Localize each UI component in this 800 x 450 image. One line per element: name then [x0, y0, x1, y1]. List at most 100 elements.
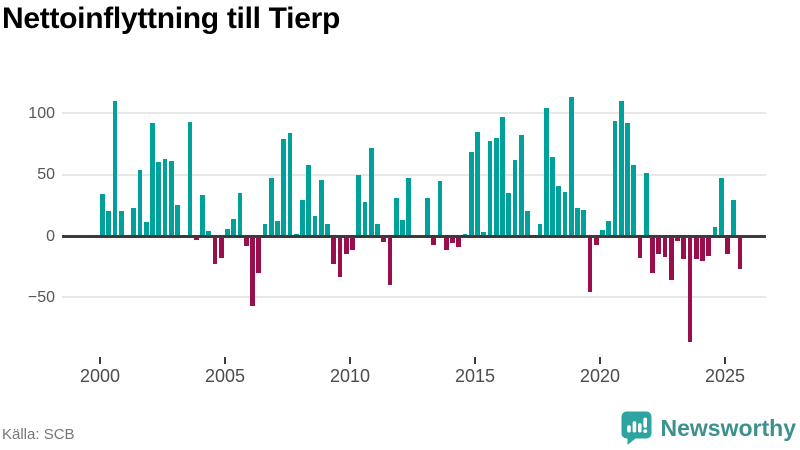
- bar-q57: [456, 236, 462, 248]
- bar-q87: [643, 173, 649, 236]
- bar-q76: [575, 207, 580, 236]
- bar-q61: [481, 232, 487, 236]
- bar-q35: [318, 179, 324, 236]
- bar-q95: [693, 236, 699, 260]
- bar-q25: [256, 236, 262, 273]
- bar-q24: [250, 236, 255, 306]
- bar-q17: [206, 231, 212, 236]
- bar-q86: [637, 236, 643, 259]
- bar-q54: [437, 180, 443, 236]
- bar-q38: [337, 236, 343, 277]
- bar-q16: [200, 195, 205, 236]
- bar-q7: [143, 222, 149, 236]
- bar-q92: [675, 236, 680, 241]
- bar-q53: [431, 236, 437, 245]
- y-axis-label--50: −50: [27, 288, 55, 306]
- bar-q18: [212, 236, 218, 265]
- x-axis-label-2005: 2005: [204, 366, 246, 386]
- bar-q40: [350, 236, 355, 250]
- bar-q30: [287, 132, 293, 236]
- bar-q90: [662, 236, 668, 257]
- bar-q75: [568, 97, 574, 236]
- bar-q62: [487, 141, 493, 236]
- bar-q65: [506, 193, 512, 236]
- x-axis-label-2020: 2020: [579, 366, 621, 386]
- bar-q33: [306, 164, 312, 236]
- bar-q5: [131, 207, 137, 236]
- y-axis-label-50: 50: [37, 166, 55, 184]
- bar-q22: [237, 193, 243, 236]
- bar-q41: [356, 174, 362, 236]
- bar-q21: [231, 218, 237, 236]
- bar-q59: [468, 152, 474, 236]
- bar-q34: [312, 216, 318, 236]
- y-axis-label-100: 100: [28, 104, 55, 122]
- bar-q67: [518, 135, 524, 236]
- bar-q14: [187, 121, 193, 236]
- bar-q72: [550, 157, 555, 236]
- x-tick-2010: [349, 357, 351, 364]
- gridline-y100: [62, 112, 766, 115]
- x-tick-2005: [224, 357, 226, 364]
- bar-q45: [381, 236, 387, 243]
- bar-q43: [368, 147, 374, 236]
- x-axis-label-2025: 2025: [704, 366, 746, 386]
- bar-q39: [343, 236, 349, 255]
- bar-q1: [106, 211, 112, 236]
- brand-logo: Newsworthy: [620, 409, 796, 447]
- bar-q64: [500, 116, 505, 236]
- bar-q48: [400, 220, 405, 236]
- bar-q84: [625, 123, 630, 236]
- bar-q71: [543, 108, 549, 236]
- bar-q32: [300, 200, 305, 236]
- bar-q68: [525, 211, 530, 236]
- bar-q28: [275, 221, 280, 236]
- bar-q85: [631, 164, 637, 236]
- source-label: Källa: SCB: [2, 426, 75, 443]
- bar-q80: [600, 229, 605, 236]
- bar-q6: [137, 169, 143, 236]
- bar-q83: [618, 100, 624, 236]
- bar-q20: [225, 228, 230, 236]
- x-tick-2025: [724, 357, 726, 364]
- bar-q81: [606, 221, 612, 236]
- bar-q19: [218, 236, 224, 259]
- x-axis-label-2000: 2000: [79, 366, 121, 386]
- bar-q100: [725, 236, 730, 255]
- bar-q37: [331, 236, 337, 265]
- bar-q94: [687, 236, 693, 342]
- newsworthy-bubble-chart-icon: [621, 411, 652, 445]
- x-tick-2000: [99, 357, 101, 364]
- bar-q47: [393, 197, 399, 236]
- bar-q96: [700, 236, 705, 261]
- bar-q46: [387, 236, 393, 286]
- bar-q66: [512, 159, 518, 236]
- bar-q78: [587, 236, 593, 293]
- bar-q9: [156, 162, 162, 236]
- bar-q0: [100, 194, 105, 236]
- bar-q70: [537, 223, 543, 236]
- bar-q102: [737, 236, 743, 270]
- bar-q93: [681, 236, 687, 260]
- bar-q63: [493, 137, 499, 236]
- bar-q99: [718, 178, 724, 236]
- bar-q77: [581, 210, 587, 236]
- bar-q74: [562, 191, 568, 236]
- bar-q88: [650, 236, 655, 273]
- x-axis-zero-line: [62, 234, 766, 238]
- bar-q82: [612, 120, 618, 236]
- bar-q79: [593, 236, 599, 245]
- x-tick-2015: [474, 357, 476, 364]
- y-axis-label-0: 0: [46, 227, 55, 245]
- bar-q98: [712, 227, 718, 236]
- bar-q3: [118, 211, 124, 236]
- x-axis-label-2010: 2010: [329, 366, 371, 386]
- bar-q36: [325, 223, 330, 236]
- x-tick-2020: [599, 357, 601, 364]
- bar-q42: [362, 201, 368, 236]
- bar-q49: [406, 178, 412, 236]
- bar-q56: [450, 236, 455, 244]
- bar-q12: [175, 205, 180, 236]
- bar-q8: [150, 123, 155, 236]
